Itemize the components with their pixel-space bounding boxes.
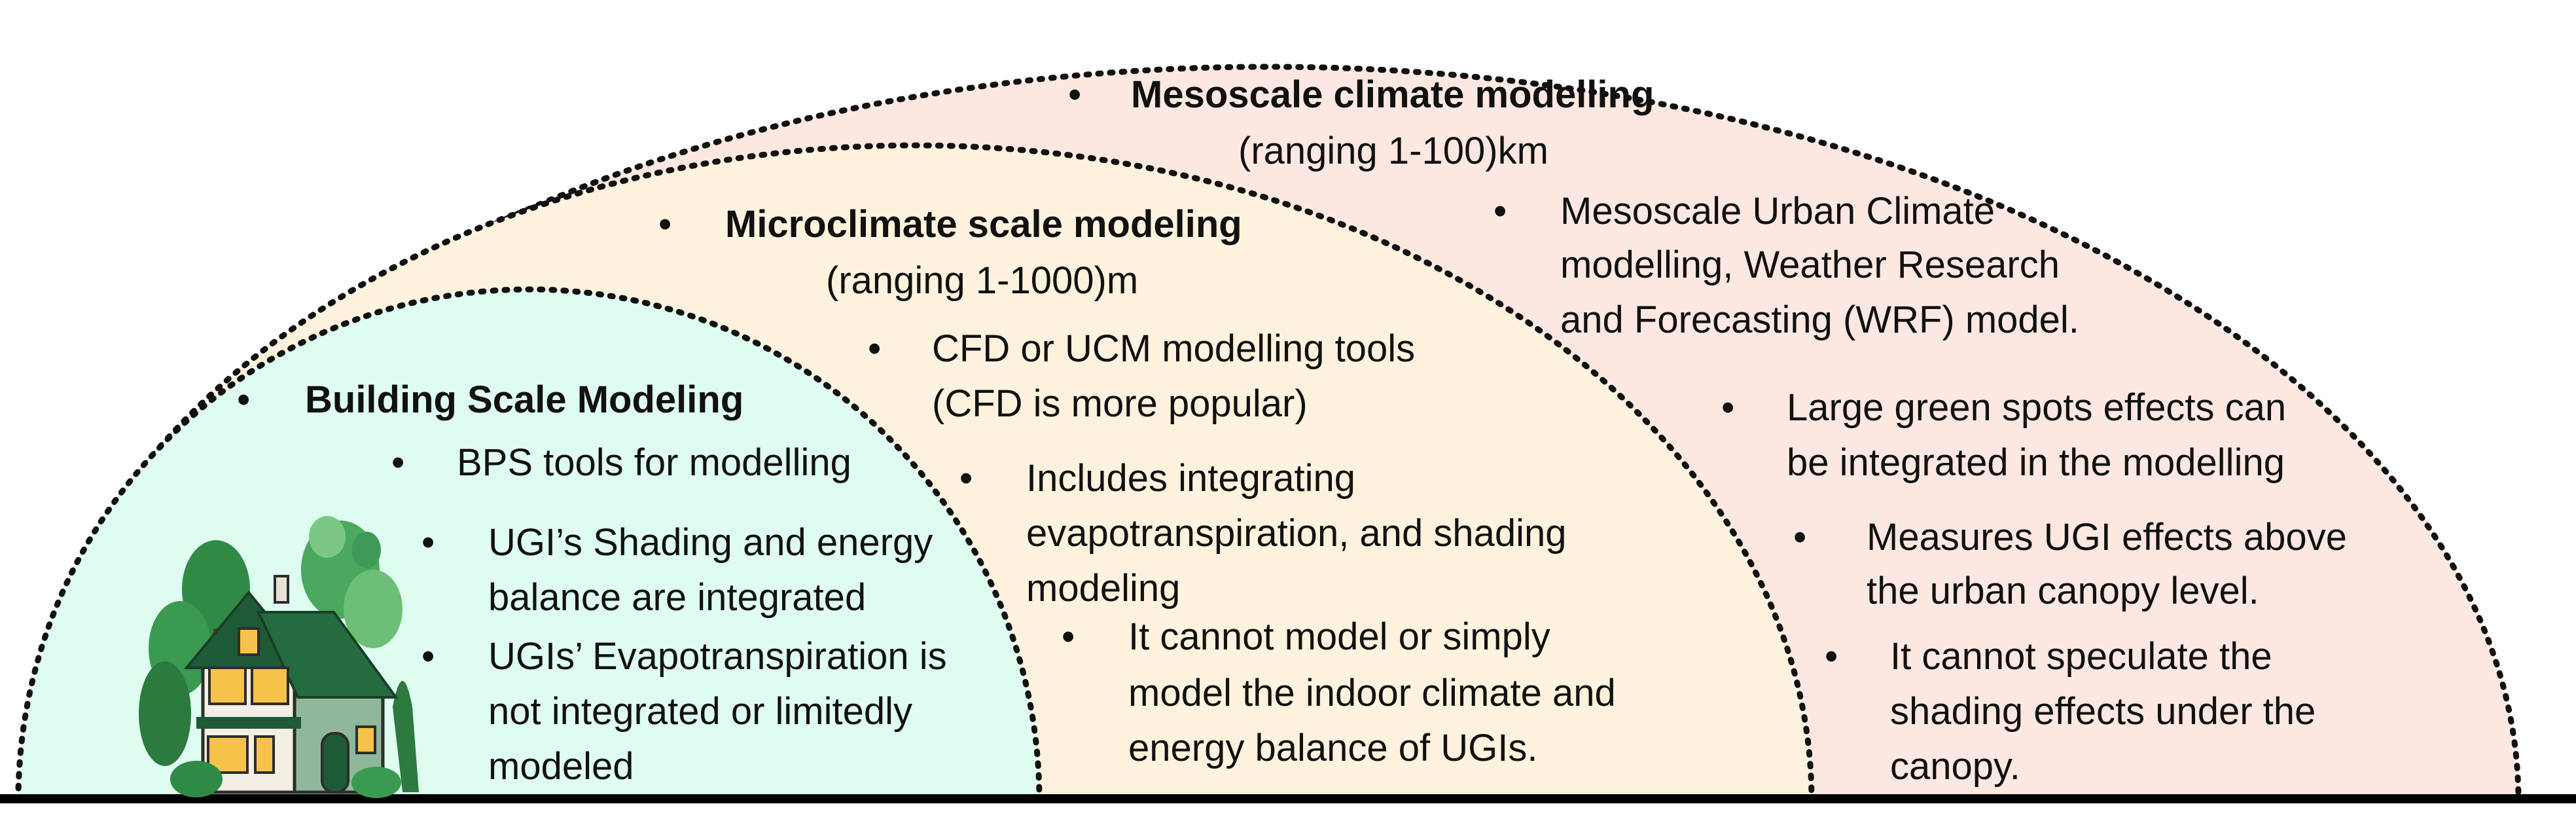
microclimate-item2-line3: modeling xyxy=(1026,567,1181,610)
microclimate-item2-line1: Includes integrating xyxy=(1026,457,1355,500)
microclimate-item3-bullet: • xyxy=(1062,615,1075,658)
mesoscale-item3-bullet: • xyxy=(1793,516,1807,558)
mesoscale-item3-line1: Measures UGI effects above xyxy=(1867,516,2347,558)
mesoscale-item3-line2: the urban canopy level. xyxy=(1867,570,2259,612)
microclimate-item2-line2: evapotranspiration, and shading xyxy=(1026,512,1567,555)
microclimate-item2-bullet: • xyxy=(959,457,973,500)
building-item1-bullet: • xyxy=(391,441,405,484)
mesoscale-title-bullet: • xyxy=(1068,73,1082,116)
building-item3-line1: UGIs’ Evapotranspiration is xyxy=(488,635,947,678)
microclimate-range: (ranging 1-1000)m xyxy=(826,259,1139,302)
microclimate-item1-bullet: • xyxy=(868,327,882,370)
mesoscale-item1-line3: and Forecasting (WRF) model. xyxy=(1560,299,2079,341)
house-with-trees-icon xyxy=(139,516,419,798)
building-item3-bullet: • xyxy=(421,635,435,678)
mesoscale-title: Mesoscale climate modelling xyxy=(1131,73,1655,116)
ground-line xyxy=(0,794,2576,803)
microclimate-item1-line1: CFD or UCM modelling tools xyxy=(932,327,1416,370)
building-item2-line2: balance are integrated xyxy=(488,576,867,619)
building-item2-bullet: • xyxy=(421,521,435,564)
mesoscale-item1-bullet: • xyxy=(1494,190,1507,232)
mesoscale-item1-line2: modelling, Weather Research xyxy=(1560,244,2060,286)
mesoscale-item4-line1: It cannot speculate the xyxy=(1890,635,2272,678)
microclimate-item3-line1: It cannot model or simply xyxy=(1128,615,1550,658)
microclimate-item3-line3: energy balance of UGIs. xyxy=(1128,727,1538,769)
building-item2-line1: UGI’s Shading and energy xyxy=(488,521,933,564)
mesoscale-item1-line1: Mesoscale Urban Climate xyxy=(1560,190,1995,232)
building-item3-line3: modeled xyxy=(488,745,634,788)
microclimate-item1-line2: (CFD is more popular) xyxy=(932,382,1308,425)
microclimate-item3-line2: model the indoor climate and xyxy=(1128,672,1616,714)
microclimate-title: Microclimate scale modeling xyxy=(725,203,1242,246)
mesoscale-item4-line3: canopy. xyxy=(1890,745,2020,788)
building-item1-line1: BPS tools for modelling xyxy=(457,441,851,484)
mesoscale-item2-bullet: • xyxy=(1721,386,1735,429)
building-item3-line2: not integrated or limitedly xyxy=(488,690,912,733)
mesoscale-item4-line2: shading effects under the xyxy=(1890,690,2316,733)
mesoscale-range: (ranging 1-100)km xyxy=(1238,130,1548,172)
mesoscale-item2-line2: be integrated in the modelling xyxy=(1787,441,2285,484)
mesoscale-item4-bullet: • xyxy=(1825,635,1838,678)
building-title-bullet: • xyxy=(237,378,251,421)
microclimate-title-bullet: • xyxy=(658,203,672,246)
building-title: Building Scale Modeling xyxy=(305,378,744,421)
mesoscale-item2-line1: Large green spots effects can xyxy=(1787,386,2287,429)
